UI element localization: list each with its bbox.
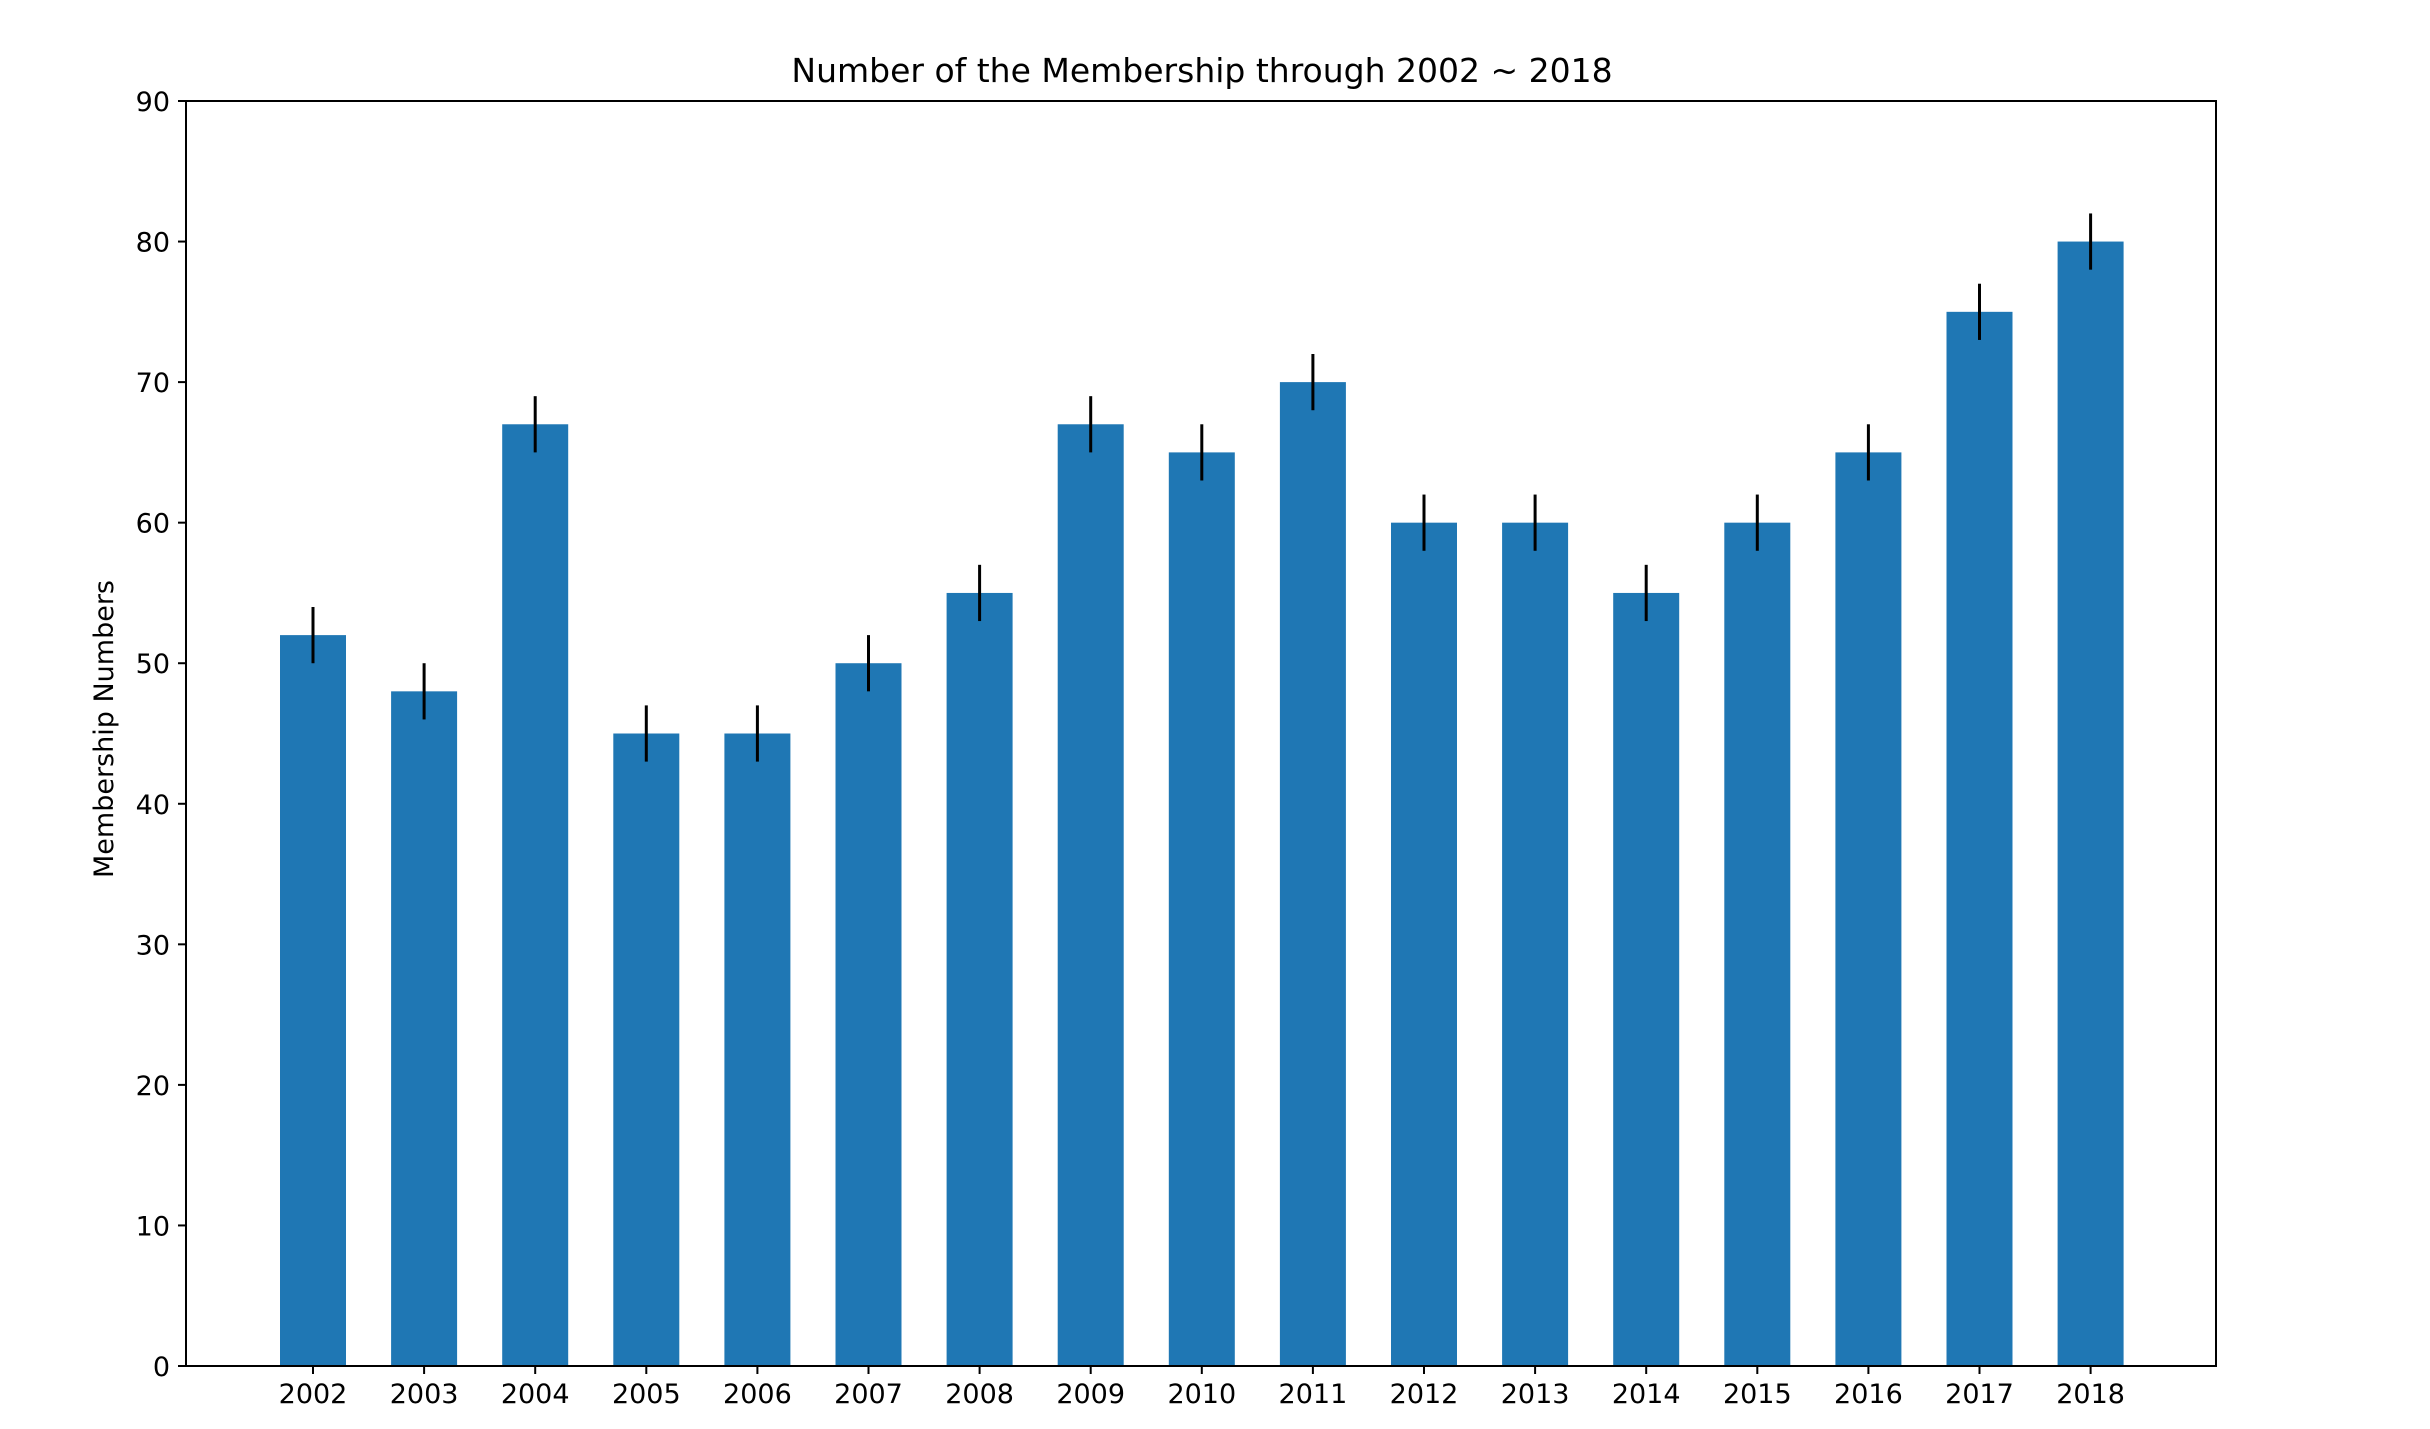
- plot-frame: [185, 100, 2217, 1367]
- x-tick-label: 2010: [1167, 1379, 1236, 1410]
- y-tick-label: 70: [136, 368, 170, 399]
- x-tick-label: 2018: [2056, 1379, 2125, 1410]
- x-tick-label: 2002: [279, 1379, 348, 1410]
- x-tick-label: 2008: [945, 1379, 1014, 1410]
- x-tick-label: 2007: [834, 1379, 903, 1410]
- bar-2017: [1946, 311, 2013, 1366]
- bar-2016: [1835, 452, 1902, 1366]
- x-axis: 2002 2003 2004 2005 2006 2007 2008 2009 2010 2011…: [279, 1366, 2125, 1410]
- bar-2013: [1502, 522, 1569, 1366]
- x-tick-label: 2015: [1723, 1379, 1792, 1410]
- bar-2009: [1057, 424, 1124, 1366]
- x-tick-label: 2012: [1390, 1379, 1459, 1410]
- bar-2008: [946, 592, 1013, 1366]
- x-tick-label: 2011: [1279, 1379, 1348, 1410]
- bar-2015: [1724, 522, 1791, 1366]
- x-tick-label: 2005: [612, 1379, 681, 1410]
- y-tick-label: 50: [136, 649, 170, 680]
- y-axis-label: Membership Numbers: [89, 580, 120, 878]
- bar-2018: [2057, 241, 2124, 1367]
- bar-2002: [280, 635, 346, 1366]
- bar-2012: [1391, 522, 1457, 1366]
- y-tick-label: 0: [153, 1352, 170, 1383]
- x-tick-label: 2014: [1612, 1379, 1681, 1410]
- x-tick-label: 2016: [1834, 1379, 1903, 1410]
- bar-2007: [835, 663, 902, 1366]
- bar-2006: [724, 733, 791, 1366]
- bar-2010: [1168, 452, 1235, 1366]
- bar-2003: [391, 691, 458, 1366]
- y-tick-label: 20: [136, 1071, 170, 1102]
- x-tick-label: 2006: [723, 1379, 792, 1410]
- chart-title: Number of the Membership through 2002 ~ …: [791, 51, 1612, 90]
- y-tick-label: 60: [136, 509, 170, 540]
- y-tick-label: 30: [136, 930, 170, 961]
- bar-2011: [1279, 382, 1346, 1367]
- x-tick-label: 2017: [1945, 1379, 2014, 1410]
- bar-2014: [1613, 592, 1680, 1366]
- bars-group: [280, 241, 2124, 1367]
- bar-2004: [502, 424, 569, 1366]
- x-tick-label: 2013: [1501, 1379, 1570, 1410]
- x-tick-label: 2003: [390, 1379, 459, 1410]
- x-tick-label: 2004: [501, 1379, 570, 1410]
- y-tick-label: 90: [136, 87, 170, 118]
- y-axis: 0 10 20 30 40 50 60 70 80 90: [136, 87, 186, 1383]
- y-tick-label: 80: [136, 228, 170, 259]
- x-tick-label: 2009: [1056, 1379, 1125, 1410]
- y-tick-label: 10: [136, 1211, 170, 1242]
- bar-2005: [613, 733, 680, 1366]
- y-tick-label: 40: [136, 790, 170, 821]
- error-bars-group: [311, 213, 2093, 762]
